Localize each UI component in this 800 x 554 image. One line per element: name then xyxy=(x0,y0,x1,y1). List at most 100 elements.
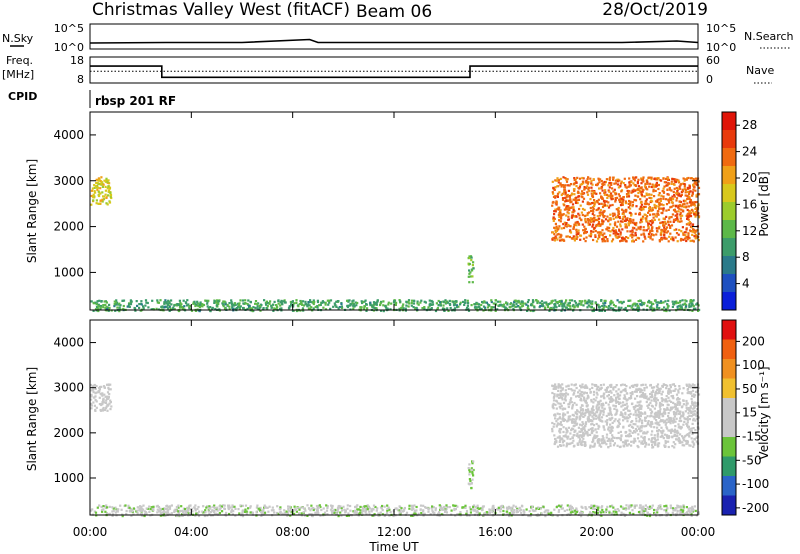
scatter-cell xyxy=(570,194,573,197)
scatter-cell xyxy=(316,306,319,309)
scatter-cell xyxy=(677,180,680,183)
scatter-cell xyxy=(293,302,296,305)
scatter-cell xyxy=(110,196,113,200)
scatter-cell xyxy=(94,308,98,311)
scatter-cell xyxy=(558,225,561,228)
scatter-cell xyxy=(624,440,627,444)
scatter-cell xyxy=(98,403,101,406)
scatter-cell xyxy=(597,385,600,388)
scatter-cell xyxy=(272,303,275,306)
scatter-cell xyxy=(592,401,595,404)
scatter-cell xyxy=(481,505,485,508)
scatter-cell xyxy=(170,504,173,507)
scatter-cell xyxy=(514,299,517,302)
scatter-cell xyxy=(634,176,637,179)
scatter-cell xyxy=(681,190,684,193)
scatter-cell xyxy=(683,178,687,181)
scatter-cell xyxy=(398,299,401,302)
scatter-cell xyxy=(573,239,576,242)
scatter-cell xyxy=(661,404,664,407)
scatter-cell xyxy=(610,299,613,302)
scatter-cell xyxy=(230,301,233,304)
scatter-cell xyxy=(612,232,615,235)
scatter-cell xyxy=(673,446,676,449)
scatter-cell xyxy=(588,186,591,189)
scatter-cell xyxy=(623,383,626,386)
scatter-cell xyxy=(341,306,344,309)
scatter-cell xyxy=(569,418,572,421)
scatter-cell xyxy=(637,388,640,391)
scatter-cell xyxy=(555,236,558,239)
scatter-cell xyxy=(643,411,647,414)
scatter-cell xyxy=(554,235,557,238)
scatter-cell xyxy=(668,399,671,402)
scatter-cell xyxy=(616,425,619,428)
scatter-cell xyxy=(611,229,614,232)
scatter-cell xyxy=(373,306,376,310)
scatter-cell xyxy=(592,429,595,432)
scatter-cell xyxy=(602,394,605,397)
scatter-cell xyxy=(688,186,691,189)
scatter-cell xyxy=(573,392,576,395)
date-label: 28/Oct/2019 xyxy=(602,0,708,20)
scatter-cell xyxy=(567,215,570,218)
scatter-cell xyxy=(673,428,676,431)
scatter-cell xyxy=(686,442,689,445)
scatter-cell xyxy=(679,195,682,198)
scatter-cell xyxy=(379,303,382,307)
noise-left-tick-bottom: 10^0 xyxy=(54,41,84,54)
scatter-cell xyxy=(588,219,591,222)
scatter-cell xyxy=(606,439,609,442)
scatter-cell xyxy=(651,443,654,447)
scatter-cell xyxy=(555,301,558,304)
scatter-cell xyxy=(571,404,575,407)
scatter-cell xyxy=(634,390,637,393)
scatter-cell xyxy=(176,304,179,307)
scatter-cell xyxy=(651,206,654,210)
scatter-cell xyxy=(360,300,363,303)
scatter-cell xyxy=(553,508,556,511)
scatter-cell xyxy=(591,309,594,312)
scatter-cell xyxy=(661,400,664,403)
scatter-cell xyxy=(634,238,638,241)
scatter-cell xyxy=(687,212,690,215)
scatter-cell xyxy=(416,300,419,303)
scatter-cell xyxy=(467,275,470,278)
scatter-cell xyxy=(677,400,680,403)
scatter-cell xyxy=(95,400,98,403)
scatter-cell xyxy=(617,206,620,210)
scatter-cell xyxy=(598,414,601,417)
scatter-cell xyxy=(556,412,559,415)
scatter-cell xyxy=(276,305,279,308)
scatter-cell xyxy=(691,303,694,307)
scatter-cell xyxy=(580,441,583,444)
scatter-cell xyxy=(622,445,625,448)
scatter-cell xyxy=(591,419,594,423)
scatter-cell xyxy=(609,430,612,433)
scatter-cell xyxy=(453,507,456,510)
scatter-cell xyxy=(614,418,617,421)
scatter-cell xyxy=(571,418,574,421)
scatter-cell xyxy=(593,204,596,208)
scatter-cell xyxy=(599,384,603,387)
scatter-cell xyxy=(648,209,651,212)
scatter-cell xyxy=(282,300,285,303)
scatter-cell xyxy=(547,302,550,306)
scatter-cell xyxy=(470,259,473,262)
scatter-cell xyxy=(558,236,561,239)
scatter-cell xyxy=(629,204,632,207)
scatter-cell xyxy=(259,303,262,306)
scatter-cell xyxy=(572,206,575,209)
scatter-cell xyxy=(186,299,189,302)
scatter-cell xyxy=(638,213,641,216)
scatter-cell xyxy=(97,190,100,193)
scatter-cell xyxy=(369,303,372,306)
scatter-cell xyxy=(673,183,676,186)
scatter-cell xyxy=(560,214,564,217)
scatter-cell xyxy=(550,307,553,311)
scatter-cell xyxy=(596,508,600,511)
scatter-cell xyxy=(623,396,627,399)
scatter-cell xyxy=(513,509,516,512)
scatter-cell xyxy=(574,200,577,203)
velocity-scatter-cells xyxy=(90,383,701,518)
